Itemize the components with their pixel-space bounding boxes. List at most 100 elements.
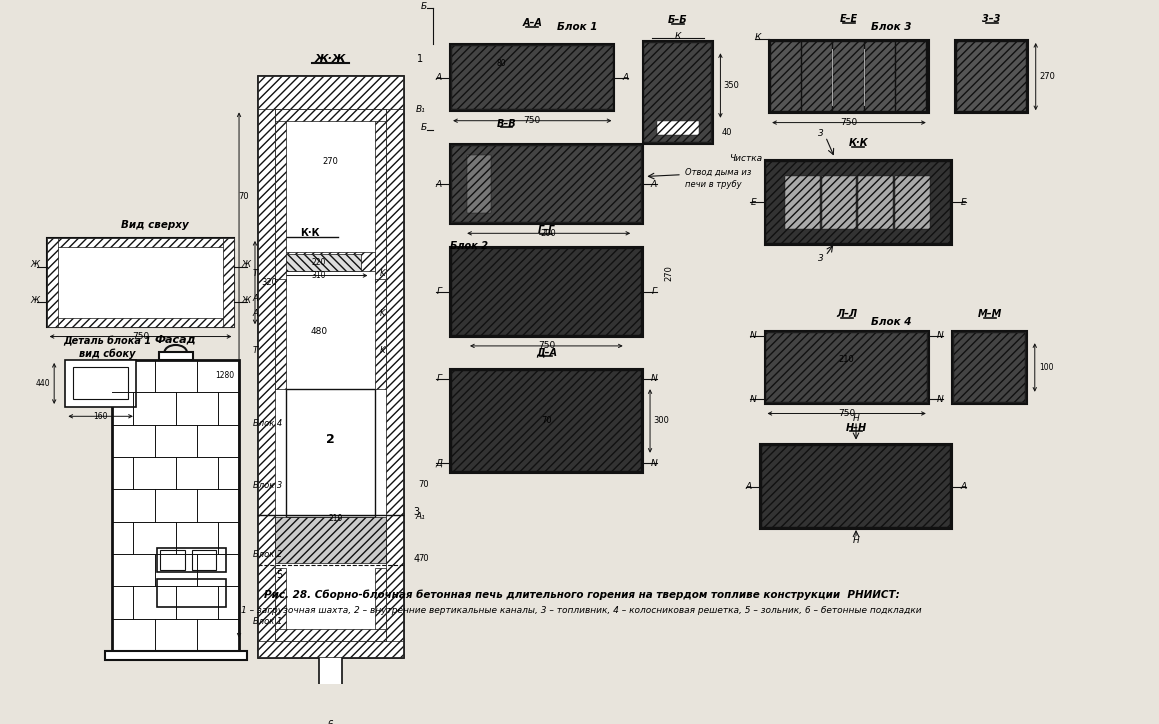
Bar xyxy=(479,85,586,89)
Text: Н–Н: Н–Н xyxy=(845,423,867,432)
Text: A: A xyxy=(436,180,442,188)
Bar xyxy=(223,238,234,327)
Bar xyxy=(853,460,887,513)
Bar xyxy=(160,550,184,570)
Bar xyxy=(573,264,619,319)
Bar xyxy=(275,568,286,641)
Text: 200: 200 xyxy=(541,229,556,237)
Text: Деталь блока 1: Деталь блока 1 xyxy=(64,336,152,346)
Bar xyxy=(957,42,1027,111)
Bar xyxy=(766,333,927,403)
Bar xyxy=(159,353,192,360)
Bar xyxy=(657,121,699,135)
Text: Блок 4: Блок 4 xyxy=(870,317,911,327)
Text: Блок 1: Блок 1 xyxy=(253,618,282,626)
Bar xyxy=(257,76,403,109)
Text: 70: 70 xyxy=(239,192,249,201)
Text: К·К: К·К xyxy=(300,228,319,238)
Text: N: N xyxy=(750,331,757,340)
Polygon shape xyxy=(319,704,342,718)
Bar xyxy=(822,176,857,229)
Bar xyxy=(286,521,376,558)
Text: Блок 1: Блок 1 xyxy=(556,22,597,32)
Bar xyxy=(490,156,607,213)
Bar xyxy=(859,176,894,229)
Text: Е–Е: Е–Е xyxy=(840,14,858,25)
Bar xyxy=(452,46,612,109)
Text: вид сбоку: вид сбоку xyxy=(80,348,136,358)
Bar xyxy=(520,264,568,319)
Bar xyxy=(770,40,928,113)
Text: K: K xyxy=(380,308,385,318)
Text: 320: 320 xyxy=(261,278,277,287)
Text: Д–А: Д–А xyxy=(535,348,556,358)
Text: K: K xyxy=(380,346,385,355)
Text: Чистка: Чистка xyxy=(729,153,763,163)
Bar xyxy=(65,360,136,407)
Text: 3: 3 xyxy=(818,130,824,138)
Text: A: A xyxy=(961,482,967,491)
Bar xyxy=(760,445,953,529)
Text: Ж: Ж xyxy=(241,260,250,269)
Text: 70: 70 xyxy=(541,416,552,426)
Text: 1: 1 xyxy=(417,54,423,64)
Text: печи в трубу: печи в трубу xyxy=(685,180,742,190)
Text: Д: Д xyxy=(436,459,443,468)
Text: 3: 3 xyxy=(414,507,420,517)
Bar xyxy=(386,76,403,657)
Bar xyxy=(46,238,234,327)
Bar xyxy=(469,387,504,455)
Text: В–В: В–В xyxy=(497,119,516,129)
Text: 100: 100 xyxy=(1038,363,1054,372)
Text: 270: 270 xyxy=(664,265,673,281)
Text: Н: Н xyxy=(853,536,859,544)
Bar xyxy=(802,42,832,111)
Text: 440: 440 xyxy=(36,379,50,388)
Text: A: A xyxy=(253,295,257,303)
Text: 750: 750 xyxy=(840,118,858,127)
Text: 270: 270 xyxy=(1038,72,1055,81)
Bar xyxy=(765,160,953,245)
Bar xyxy=(275,629,386,641)
Text: Блок 3: Блок 3 xyxy=(253,481,282,489)
Bar xyxy=(275,109,386,121)
Bar xyxy=(953,331,1027,404)
Text: 350: 350 xyxy=(723,81,739,90)
Bar xyxy=(895,176,930,229)
Text: К: К xyxy=(755,33,761,42)
Text: 80: 80 xyxy=(497,59,506,68)
Bar xyxy=(257,76,403,657)
Bar xyxy=(452,371,641,471)
Bar xyxy=(191,550,216,570)
Bar xyxy=(286,389,376,517)
Text: Блок 4: Блок 4 xyxy=(253,419,282,429)
Text: 2: 2 xyxy=(326,434,335,447)
Text: Блок 2: Блок 2 xyxy=(450,241,488,251)
Text: 70: 70 xyxy=(418,479,429,489)
Bar xyxy=(156,548,226,573)
Text: Ж·Ж: Ж·Ж xyxy=(315,54,347,64)
Text: N: N xyxy=(650,459,657,468)
Bar xyxy=(450,369,642,473)
Bar xyxy=(376,279,386,389)
Text: Вид сверху: Вид сверху xyxy=(121,220,189,230)
Text: B₁: B₁ xyxy=(415,105,425,114)
Text: 310: 310 xyxy=(312,271,326,280)
Text: N: N xyxy=(936,331,943,340)
Text: K: K xyxy=(380,269,385,278)
Bar xyxy=(73,368,129,400)
Bar xyxy=(761,446,950,527)
Text: Г: Г xyxy=(437,287,442,296)
Bar xyxy=(771,42,801,111)
Bar xyxy=(376,568,386,641)
Text: К: К xyxy=(675,32,680,41)
Text: Е: Е xyxy=(750,198,756,207)
Bar xyxy=(896,42,926,111)
Bar xyxy=(479,70,586,74)
Text: Отвод дыма из: Отвод дыма из xyxy=(685,168,751,177)
Bar xyxy=(793,365,834,395)
Bar xyxy=(644,43,710,143)
Text: 1 – загрузочная шахта, 2 – внутренние вертикальные каналы, 3 – топливник, 4 – ко: 1 – загрузочная шахта, 2 – внутренние ве… xyxy=(241,606,921,615)
Text: A: A xyxy=(436,73,442,82)
Bar xyxy=(450,144,642,224)
